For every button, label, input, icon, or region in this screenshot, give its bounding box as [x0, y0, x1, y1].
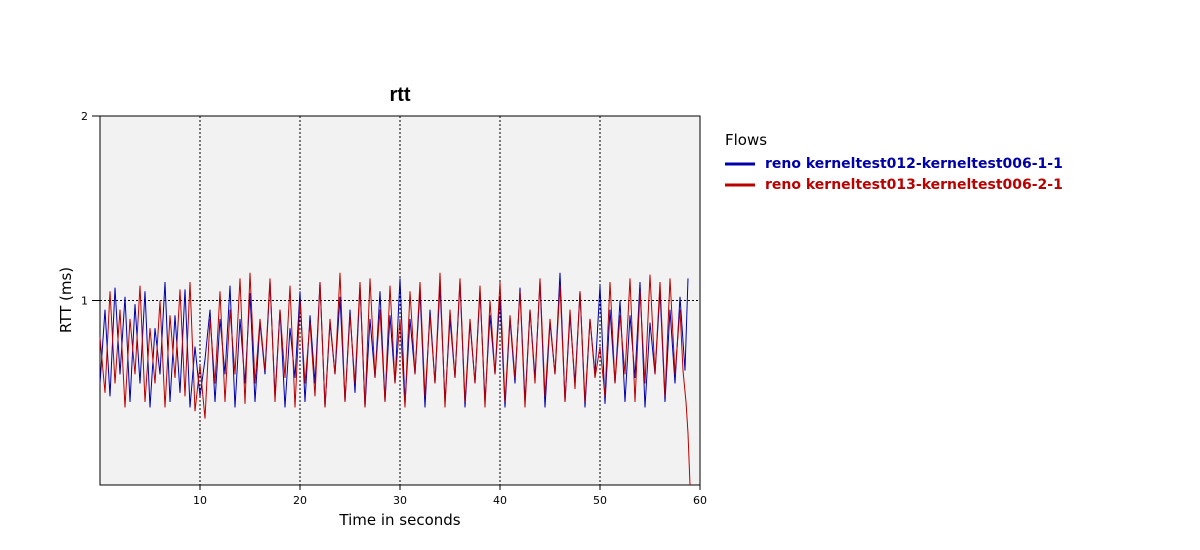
x-tick-label: 20 [293, 494, 307, 507]
legend-title: Flows [725, 131, 767, 149]
x-axis-label: Time in seconds [338, 511, 460, 529]
x-tick-label: 30 [393, 494, 407, 507]
series-line-flow-2 [99, 272, 691, 486]
x-tick-label: 40 [493, 494, 507, 507]
x-tick-label: 10 [193, 494, 207, 507]
legend-label-flow-1: reno kerneltest012-kerneltest006-1-1 [765, 156, 1063, 172]
series-lines [99, 272, 691, 486]
x-tick-label: 50 [593, 494, 607, 507]
axes: 10 20 30 40 50 60 1 2 [81, 110, 707, 507]
chart-title: rtt [389, 84, 410, 106]
y-tick-label: 1 [81, 295, 88, 308]
legend-label-flow-2: reno kerneltest013-kerneltest006-2-1 [765, 177, 1063, 193]
x-tick-label: 60 [693, 494, 707, 507]
legend: Flows reno kerneltest012-kerneltest006-1… [725, 131, 1063, 193]
y-axis-label: RTT (ms) [57, 267, 75, 333]
y-tick-label: 2 [81, 110, 88, 123]
